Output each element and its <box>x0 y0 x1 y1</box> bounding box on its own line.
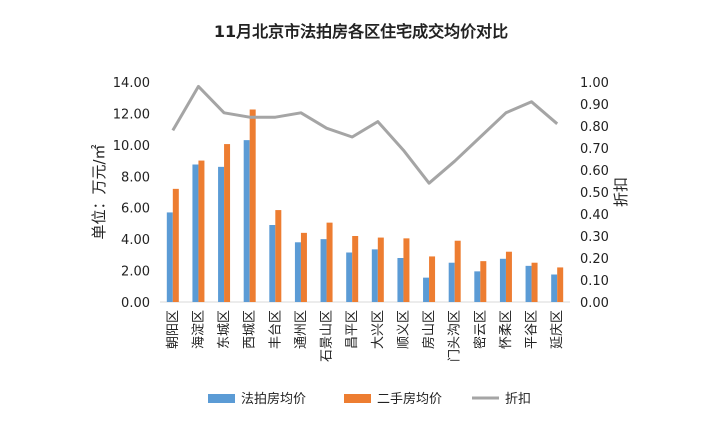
resale-price-bar <box>454 240 461 302</box>
auction-price-bar <box>192 164 199 302</box>
y-tick-label: 6.00 <box>121 202 150 217</box>
y2-tick-label: 0.70 <box>580 142 609 157</box>
resale-price-bar <box>557 267 564 302</box>
resale-price-bar <box>326 222 333 302</box>
resale-price-bar <box>531 262 538 302</box>
left-axis-ticks: 0.00 2.00 4.00 6.00 8.00 10.00 12.00 14.00 <box>113 76 150 311</box>
y2-tick-label: 0.50 <box>580 186 609 201</box>
category-label: 密云区 <box>472 310 488 349</box>
auction-price-bar <box>269 225 276 302</box>
resale-price-bar <box>352 236 359 302</box>
auction-price-bar <box>294 242 301 302</box>
y-tick-label: 0.00 <box>121 296 150 311</box>
resale-price-bar <box>249 109 256 302</box>
auction-price-bar <box>448 262 455 302</box>
category-label: 房山区 <box>421 310 437 349</box>
y-tick-label: 4.00 <box>121 233 150 248</box>
resale-price-bar <box>172 188 179 302</box>
category-label: 怀柔区 <box>499 310 514 349</box>
y2-tick-label: 0.90 <box>580 98 609 113</box>
legend: 法拍房均价 二手房均价 折扣 <box>208 391 531 407</box>
legend-label: 二手房均价 <box>377 391 442 407</box>
category-label: 通州区 <box>294 310 309 349</box>
auction-price-bar <box>499 258 506 302</box>
auction-price-bar <box>320 239 327 302</box>
category-label: 门头沟区 <box>448 310 463 362</box>
y2-tick-label: 0.20 <box>580 252 609 267</box>
discount-line <box>171 84 559 185</box>
y-tick-label: 8.00 <box>121 170 150 185</box>
resale-price-bar <box>224 144 231 302</box>
auction-price-bar <box>551 274 558 302</box>
auction-price-bar <box>474 271 481 302</box>
category-label: 丰台区 <box>268 310 283 349</box>
category-label: 顺义区 <box>396 310 411 349</box>
auction-price-bar <box>218 166 225 302</box>
category-label: 朝阳区 <box>166 310 181 349</box>
y2-tick-label: 0.40 <box>580 208 609 223</box>
y2-tick-label: 1.00 <box>580 76 609 91</box>
y-tick-label: 2.00 <box>121 265 150 280</box>
auction-price-bar <box>371 249 378 302</box>
resale-price-bar <box>480 261 487 302</box>
category-label: 石景山区 <box>320 310 335 362</box>
resale-price-bar <box>198 160 205 302</box>
auction-price-bar <box>243 140 250 302</box>
right-axis-ticks: 0.00 0.10 0.20 0.30 0.40 0.50 0.60 0.70 0.80 0.90… <box>580 76 609 311</box>
y-tick-label: 12.00 <box>113 107 150 122</box>
category-label: 西城区 <box>243 310 258 349</box>
chart-title: 11月北京市法拍房各区住宅成交均价对比 <box>214 22 508 41</box>
y2-axis-label: 折扣 <box>612 177 630 207</box>
category-label: 大兴区 <box>371 310 386 349</box>
legend-swatch <box>208 394 235 403</box>
category-label: 东城区 <box>217 310 232 349</box>
legend-swatch <box>344 394 371 403</box>
category-label: 昌平区 <box>345 310 360 349</box>
auction-price-bar <box>166 212 173 302</box>
y-tick-label: 10.00 <box>113 139 150 154</box>
y2-tick-label: 0.60 <box>580 164 609 179</box>
auction-price-bar <box>525 265 532 302</box>
resale-price-bar <box>275 210 282 302</box>
y2-tick-label: 0.00 <box>580 296 609 311</box>
resale-price-bar <box>300 232 307 302</box>
y2-tick-label: 0.80 <box>580 120 609 135</box>
resale-price-bar <box>429 256 436 302</box>
category-label: 延庆区 <box>550 310 565 349</box>
category-label: 海淀区 <box>191 310 206 349</box>
auction-price-bar <box>346 252 353 302</box>
auction-price-bar <box>397 258 404 302</box>
y2-tick-label: 0.30 <box>580 230 609 245</box>
resale-price-bar <box>377 237 384 302</box>
y2-tick-label: 0.10 <box>580 274 609 289</box>
category-labels: 朝阳区 海淀区 东城区 西城区 丰台区 通州区 石景山区 昌平区 大兴区 顺义区 房山区 门头沟区 密云… <box>166 310 565 362</box>
y-axis-label: 单位：万元/㎡ <box>90 144 108 239</box>
resale-price-bar <box>403 238 410 302</box>
auction-price-bar <box>423 277 430 302</box>
legend-label: 法拍房均价 <box>241 391 306 407</box>
y-tick-label: 14.00 <box>113 76 150 91</box>
bars <box>166 109 564 302</box>
category-label: 平谷区 <box>525 310 540 349</box>
resale-price-bar <box>505 251 512 302</box>
discount-line-group <box>171 84 559 185</box>
legend-label: 折扣 <box>505 392 531 407</box>
